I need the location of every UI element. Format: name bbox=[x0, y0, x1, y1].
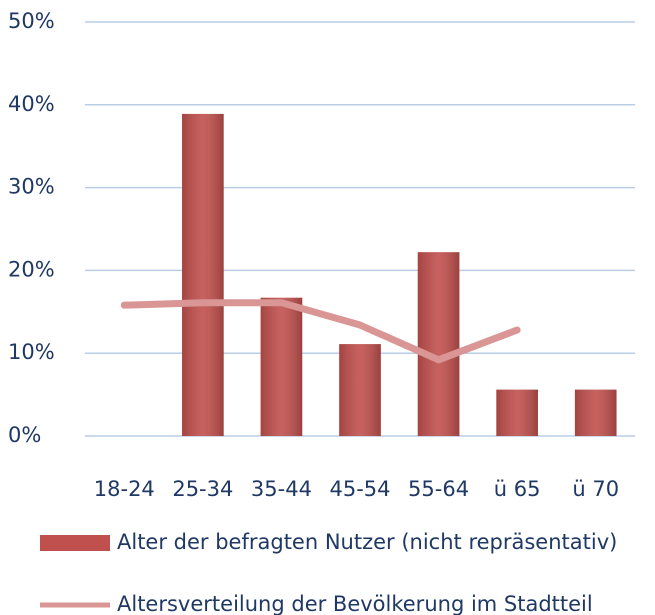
bar bbox=[182, 113, 224, 437]
bar bbox=[574, 389, 617, 436]
x-tick-label: 45-54 bbox=[329, 477, 390, 501]
y-tick-label: 40% bbox=[8, 92, 55, 116]
legend-swatch bbox=[40, 535, 110, 551]
legend-label: Altersverteilung der Bevölkerung im Stad… bbox=[117, 592, 593, 615]
y-tick-label: 20% bbox=[8, 257, 55, 281]
bar bbox=[260, 297, 303, 436]
bar bbox=[496, 389, 538, 436]
y-tick-label: 50% bbox=[8, 9, 55, 33]
legend-label: Alter der befragten Nutzer (nicht repräs… bbox=[117, 530, 617, 554]
x-tick-label: ü 70 bbox=[572, 477, 619, 501]
y-tick-label: 10% bbox=[8, 340, 55, 364]
y-tick-label: 0% bbox=[8, 423, 41, 447]
y-tick-label: 30% bbox=[8, 175, 55, 199]
x-tick-label: 25-34 bbox=[172, 477, 233, 501]
x-tick-label: ü 65 bbox=[494, 477, 541, 501]
bar bbox=[417, 252, 460, 436]
x-tick-label: 55-64 bbox=[408, 477, 469, 501]
x-tick-label: 18-24 bbox=[94, 477, 155, 501]
bar bbox=[339, 344, 381, 436]
line bbox=[120, 299, 521, 364]
x-tick-label: 35-44 bbox=[251, 477, 312, 501]
